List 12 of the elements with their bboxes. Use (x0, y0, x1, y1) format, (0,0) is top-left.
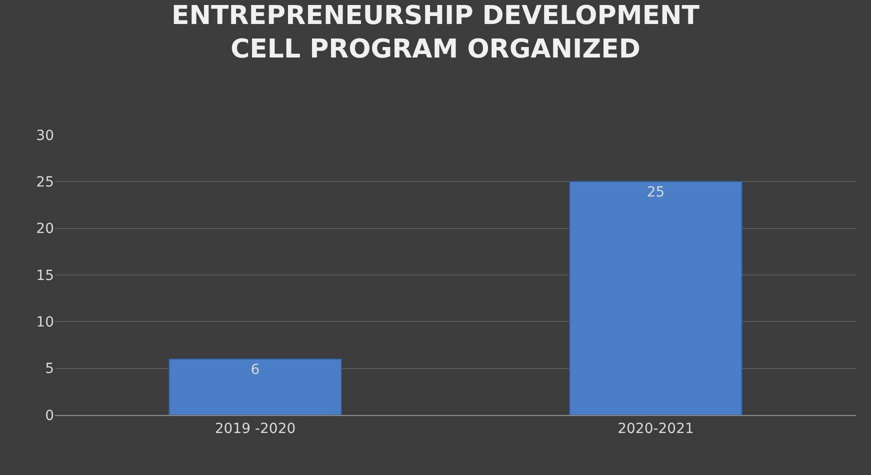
y-tick-label: 20 (36, 221, 54, 238)
y-tick-label: 5 (45, 361, 54, 378)
y-tick-label: 30 (36, 128, 54, 144)
chart-title: ENTREPRENEURSHIP DEVELOPMENT CELL PROGRAM ORGANIZED (172, 0, 700, 65)
data-label: 25 (646, 184, 665, 201)
y-tick-label: 15 (36, 268, 54, 284)
y-tick-label: 25 (36, 174, 54, 191)
data-label: 6 (250, 362, 260, 378)
y-tick-label: 0 (45, 408, 54, 424)
y-tick-label: 10 (36, 314, 54, 331)
x-tick-label: 2019 -2020 (214, 420, 296, 437)
x-tick-label: 2020-2021 (618, 420, 694, 437)
